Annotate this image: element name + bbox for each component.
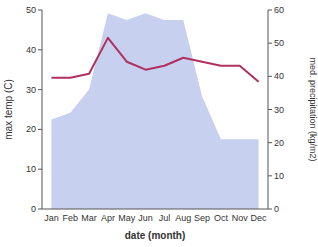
y2-tick-label: 10 [274,171,284,181]
x-tick-label: Jan [44,213,59,223]
x-tick-label: Jul [159,213,171,223]
y2-tick-label: 60 [274,5,284,15]
y2-tick [268,43,272,44]
y-tick [38,89,42,90]
y-tick-label: 0 [31,204,36,214]
y-tick [38,129,42,130]
y-tick-label: 50 [26,5,36,15]
x-tick-label: Oct [214,213,229,223]
y-axis-label: max temp (C) [3,79,14,140]
y-tick [38,49,42,50]
x-tick-label: Mar [81,213,97,223]
x-tick-label: May [118,213,136,223]
x-tick-label: Jun [138,213,153,223]
x-tick-label: Apr [101,213,115,223]
y-tick [38,169,42,170]
y2-tick [268,76,272,77]
temperature-line [51,38,258,82]
x-tick-label: Sep [194,213,210,223]
y-tick-label: 40 [26,45,36,55]
y2-tick [268,109,272,110]
y-tick-label: 20 [26,124,36,134]
x-tick-label: Feb [62,213,78,223]
x-axis-label: date (month) [125,230,186,241]
y-tick-label: 10 [26,164,36,174]
x-axis-line [42,209,268,210]
y2-axis-label: med. precipitation (kg/m2) [308,57,318,161]
y-axis-line [42,10,43,209]
y2-tick-label: 40 [274,71,284,81]
y2-tick-label: 50 [274,38,284,48]
y2-tick [268,209,272,210]
y-tick [38,209,42,210]
y-tick-label: 30 [26,85,36,95]
x-tick-label: Nov [232,213,249,223]
y-tick [38,10,42,11]
x-tick-label: Dec [251,213,268,223]
y2-tick [268,142,272,143]
y2-tick-label: 0 [274,204,279,214]
y2-tick [268,175,272,176]
chart: 010203040500102030405060JanFebMarAprMayJ… [0,0,318,247]
x-tick-label: Aug [175,213,191,223]
precipitation-area [51,13,258,209]
plot-area [51,13,258,209]
y2-tick-label: 30 [274,105,284,115]
y2-tick [268,10,272,11]
y2-tick-label: 20 [274,138,284,148]
